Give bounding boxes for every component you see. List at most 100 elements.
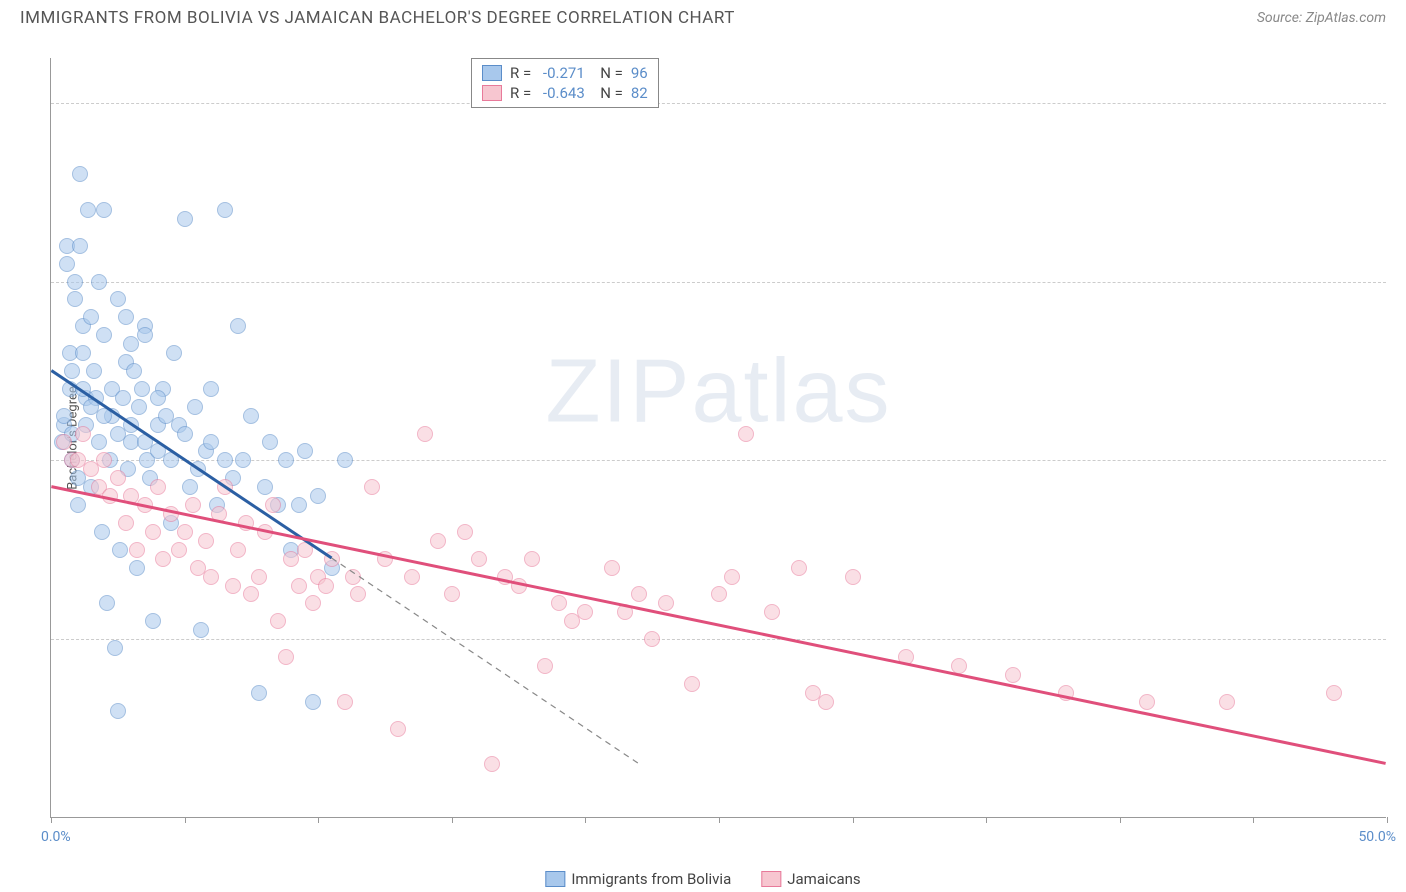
chart-area: ZIPatlas Bachelor's Degree 20.0%40.0%60.… <box>50 58 1386 818</box>
data-point-jamaica <box>484 756 500 772</box>
legend-item-jamaica: Jamaicans <box>761 870 860 888</box>
swatch-bolivia <box>482 65 502 81</box>
r-value-bolivia: -0.271 <box>543 64 585 82</box>
x-axis-min-label: 0.0% <box>41 829 71 845</box>
gridline <box>51 282 1386 283</box>
data-point-jamaica <box>150 479 166 495</box>
data-point-bolivia <box>75 345 91 361</box>
stats-row-bolivia: R = -0.271 N = 96 <box>482 63 648 83</box>
data-point-jamaica <box>198 533 214 549</box>
data-point-jamaica <box>1219 694 1235 710</box>
data-point-jamaica <box>171 542 187 558</box>
data-point-bolivia <box>107 640 123 656</box>
gridline <box>51 103 1386 104</box>
data-point-jamaica <box>145 524 161 540</box>
data-point-bolivia <box>67 274 83 290</box>
data-point-jamaica <box>1005 667 1021 683</box>
swatch-jamaica <box>482 85 502 101</box>
data-point-bolivia <box>182 479 198 495</box>
gridline <box>51 639 1386 640</box>
data-point-bolivia <box>177 211 193 227</box>
data-point-bolivia <box>64 363 80 379</box>
data-point-bolivia <box>291 497 307 513</box>
data-point-bolivia <box>137 434 153 450</box>
data-point-bolivia <box>118 309 134 325</box>
data-point-jamaica <box>524 551 540 567</box>
data-point-bolivia <box>112 542 128 558</box>
stats-legend: R = -0.271 N = 96 R = -0.643 N = 82 <box>471 58 659 108</box>
data-point-jamaica <box>417 426 433 442</box>
data-point-jamaica <box>898 649 914 665</box>
data-point-bolivia <box>96 202 112 218</box>
data-point-jamaica <box>738 426 754 442</box>
data-point-bolivia <box>126 363 142 379</box>
data-point-jamaica <box>118 515 134 531</box>
data-point-bolivia <box>94 524 110 540</box>
y-tick-label: 80.0% <box>1396 95 1406 111</box>
data-point-bolivia <box>72 238 88 254</box>
data-point-jamaica <box>238 515 254 531</box>
data-point-jamaica <box>551 595 567 611</box>
data-point-bolivia <box>134 381 150 397</box>
y-tick-label: 20.0% <box>1396 631 1406 647</box>
legend-item-bolivia: Immigrants from Bolivia <box>545 870 731 888</box>
chart-title: IMMIGRANTS FROM BOLIVIA VS JAMAICAN BACH… <box>20 8 735 28</box>
legend-label-jamaica: Jamaicans <box>787 870 860 888</box>
data-point-bolivia <box>123 417 139 433</box>
data-point-bolivia <box>193 622 209 638</box>
x-tick <box>719 817 720 823</box>
data-point-jamaica <box>764 604 780 620</box>
data-point-jamaica <box>56 434 72 450</box>
data-point-jamaica <box>471 551 487 567</box>
data-point-jamaica <box>364 479 380 495</box>
x-tick <box>853 817 854 823</box>
data-point-jamaica <box>1326 685 1342 701</box>
data-point-bolivia <box>166 345 182 361</box>
n-value-jamaica: 82 <box>631 84 648 102</box>
header: IMMIGRANTS FROM BOLIVIA VS JAMAICAN BACH… <box>0 0 1406 32</box>
data-point-bolivia <box>150 390 166 406</box>
data-point-jamaica <box>658 595 674 611</box>
data-point-bolivia <box>310 488 326 504</box>
y-tick-label: 40.0% <box>1396 452 1406 468</box>
data-point-jamaica <box>537 658 553 674</box>
data-point-jamaica <box>444 586 460 602</box>
data-point-bolivia <box>129 560 145 576</box>
data-point-jamaica <box>177 524 193 540</box>
data-point-bolivia <box>59 256 75 272</box>
data-point-jamaica <box>1139 694 1155 710</box>
data-point-bolivia <box>305 694 321 710</box>
data-point-jamaica <box>430 533 446 549</box>
data-point-bolivia <box>230 318 246 334</box>
source-label: Source: ZipAtlas.com <box>1257 10 1386 26</box>
data-point-bolivia <box>262 434 278 450</box>
y-tick-label: 60.0% <box>1396 274 1406 290</box>
data-point-bolivia <box>243 408 259 424</box>
n-value-bolivia: 96 <box>631 64 648 82</box>
x-tick <box>185 817 186 823</box>
data-point-bolivia <box>235 452 251 468</box>
data-point-jamaica <box>163 506 179 522</box>
x-tick <box>318 817 319 823</box>
data-point-jamaica <box>337 694 353 710</box>
legend-swatch-bolivia <box>545 871 565 887</box>
data-point-jamaica <box>1058 685 1074 701</box>
data-point-jamaica <box>724 569 740 585</box>
data-point-jamaica <box>324 551 340 567</box>
data-point-jamaica <box>265 497 281 513</box>
data-point-bolivia <box>337 452 353 468</box>
data-point-jamaica <box>818 694 834 710</box>
data-point-jamaica <box>390 721 406 737</box>
data-point-bolivia <box>91 434 107 450</box>
data-point-bolivia <box>217 202 233 218</box>
data-point-bolivia <box>72 166 88 182</box>
data-point-jamaica <box>791 560 807 576</box>
data-point-bolivia <box>137 327 153 343</box>
data-point-jamaica <box>278 649 294 665</box>
data-point-bolivia <box>297 443 313 459</box>
x-tick <box>986 817 987 823</box>
legend-swatch-jamaica <box>761 871 781 887</box>
x-tick <box>452 817 453 823</box>
data-point-jamaica <box>217 479 233 495</box>
data-point-bolivia <box>251 685 267 701</box>
